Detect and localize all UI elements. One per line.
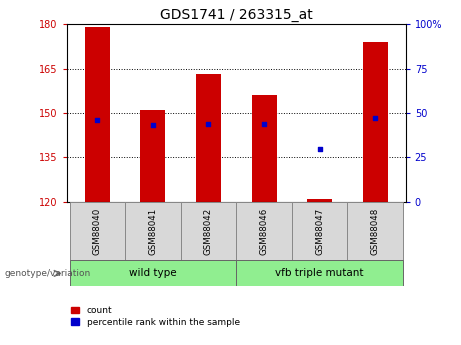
Title: GDS1741 / 263315_at: GDS1741 / 263315_at — [160, 8, 313, 22]
Bar — [141, 110, 165, 202]
Point — [372, 116, 379, 121]
Bar — [363, 42, 388, 202]
Text: vfb triple mutant: vfb triple mutant — [275, 268, 364, 278]
Bar — [70, 260, 236, 286]
Bar — [347, 202, 403, 260]
Text: GSM88047: GSM88047 — [315, 208, 324, 255]
Text: GSM88048: GSM88048 — [371, 208, 379, 255]
Text: GSM88046: GSM88046 — [260, 208, 269, 255]
Point — [149, 123, 157, 128]
Text: wild type: wild type — [129, 268, 177, 278]
Text: GSM88041: GSM88041 — [148, 208, 158, 255]
Text: GSM88042: GSM88042 — [204, 208, 213, 255]
Bar — [70, 202, 125, 260]
Bar — [307, 199, 332, 202]
Bar — [85, 27, 110, 202]
Point — [260, 121, 268, 126]
Point — [205, 121, 212, 126]
Bar — [236, 260, 403, 286]
Text: GSM88040: GSM88040 — [93, 208, 102, 255]
Bar — [196, 75, 221, 202]
Bar — [292, 202, 347, 260]
Bar — [181, 202, 236, 260]
Bar — [125, 202, 181, 260]
Legend: count, percentile rank within the sample: count, percentile rank within the sample — [71, 306, 240, 327]
Point — [316, 146, 323, 151]
Bar — [252, 95, 277, 202]
Text: genotype/variation: genotype/variation — [5, 269, 91, 278]
Point — [94, 117, 101, 123]
Bar — [236, 202, 292, 260]
